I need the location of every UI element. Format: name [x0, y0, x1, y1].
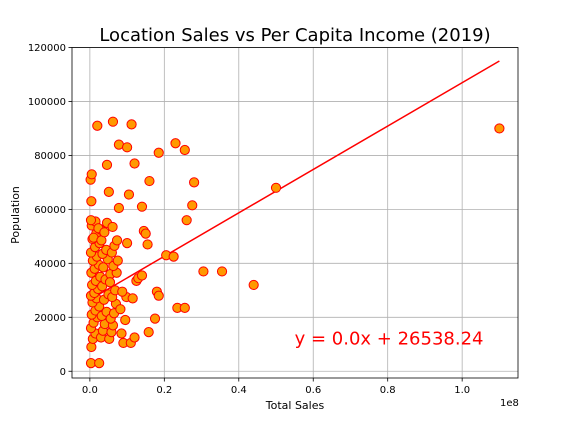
data-point: [122, 143, 131, 152]
data-point: [87, 170, 96, 179]
data-point: [108, 117, 117, 126]
data-point: [116, 305, 125, 314]
data-point: [180, 303, 189, 312]
x-tick-label: 1.0: [454, 385, 470, 396]
data-point: [104, 187, 113, 196]
data-point: [108, 222, 117, 231]
data-point: [127, 120, 136, 129]
data-point: [95, 359, 104, 368]
data-point: [249, 280, 258, 289]
data-point: [124, 190, 133, 199]
chart-title: Location Sales vs Per Capita Income (201…: [99, 25, 490, 46]
x-tick-label: 0.6: [305, 385, 321, 396]
data-point: [217, 267, 226, 276]
y-tick-label: 100000: [28, 97, 66, 108]
x-tick-label: 0.8: [380, 385, 396, 396]
data-point: [113, 256, 122, 265]
y-tick-label: 40000: [34, 259, 66, 270]
data-point: [199, 267, 208, 276]
data-point: [137, 271, 146, 280]
x-axis-scale-multiplier: 1e8: [500, 398, 519, 409]
data-point: [130, 333, 139, 342]
data-point: [150, 314, 159, 323]
data-point: [130, 159, 139, 168]
y-tick-label: 60000: [34, 205, 66, 216]
data-point: [102, 160, 111, 169]
regression-equation-annotation: y = 0.0x + 26538.24: [295, 328, 484, 349]
x-tick-label: 0.2: [156, 385, 172, 396]
data-point: [141, 229, 150, 238]
data-point: [180, 145, 189, 154]
data-point: [128, 294, 137, 303]
data-point: [137, 202, 146, 211]
data-point: [87, 197, 96, 206]
data-point: [169, 252, 178, 261]
data-point: [171, 139, 180, 148]
data-point: [121, 315, 130, 324]
data-point: [100, 228, 109, 237]
y-axis-label: Population: [9, 186, 22, 244]
y-tick-label: 120000: [28, 43, 66, 54]
data-point: [86, 216, 95, 225]
data-point: [144, 328, 153, 337]
y-tick-label: 20000: [34, 313, 66, 324]
data-point: [182, 216, 191, 225]
data-point: [145, 176, 154, 185]
x-tick-label: 0.0: [82, 385, 98, 396]
data-point: [154, 291, 163, 300]
data-point: [188, 201, 197, 210]
data-point: [271, 183, 280, 192]
data-point: [495, 124, 504, 133]
data-point: [112, 236, 121, 245]
y-tick-label: 80000: [34, 151, 66, 162]
data-point: [117, 329, 126, 338]
x-tick-label: 0.4: [231, 385, 247, 396]
data-point: [154, 148, 163, 157]
x-axis-label: Total Sales: [265, 399, 325, 412]
data-point: [118, 287, 127, 296]
y-tick-label: 0: [60, 367, 66, 378]
data-point: [143, 240, 152, 249]
data-point: [114, 203, 123, 212]
data-point: [105, 278, 114, 287]
data-point: [93, 121, 102, 130]
data-point: [122, 239, 131, 248]
data-point: [190, 178, 199, 187]
